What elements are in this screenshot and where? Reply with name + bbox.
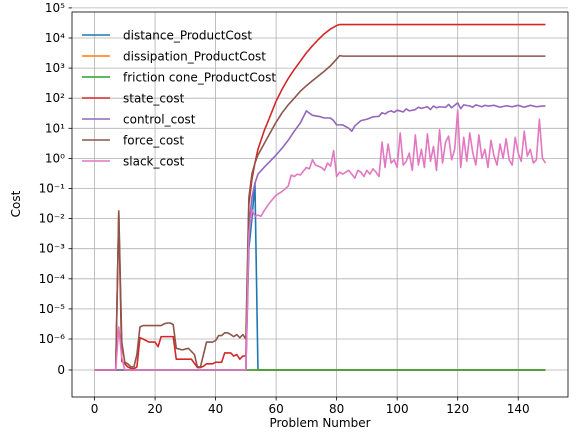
y-tick-label: 10¹ (45, 121, 65, 135)
y-tick-label: 10⁻⁵ (39, 302, 66, 316)
y-tick-label: 10⁵ (45, 1, 65, 15)
y-tick-label: 10⁰ (45, 151, 65, 165)
y-axis-label: Cost (9, 190, 23, 217)
y-tick-label: 10⁻² (39, 212, 66, 226)
series-line-control-cost (94, 102, 546, 371)
x-axis: 0 20 40 60 80 100 120 140 (91, 397, 530, 416)
legend: distance_ProductCost dissipation_ProductC… (82, 29, 276, 169)
series-line-state-cost (94, 23, 546, 371)
y-tick-label: 10² (45, 91, 65, 105)
legend-label-state-cost: state_cost (123, 92, 185, 106)
series-line-force-cost (94, 54, 546, 371)
x-tick-label: 120 (446, 402, 469, 416)
y-tick-label: 0 (57, 363, 65, 377)
x-tick-label: 140 (507, 402, 530, 416)
x-tick-label: 20 (147, 402, 162, 416)
plot-frame (71, 11, 569, 398)
legend-label-friction-cone-productcost: friction cone_ProductCost (123, 71, 276, 85)
grid (72, 7, 568, 397)
x-tick-label: 80 (329, 402, 344, 416)
x-tick-label: 100 (386, 402, 409, 416)
y-tick-label: 10³ (45, 61, 65, 75)
series-line-slack-cost (94, 109, 547, 371)
x-tick-label: 60 (268, 402, 283, 416)
legend-label-control-cost: control_cost (123, 113, 196, 127)
y-tick-label: 10⁻⁴ (39, 272, 66, 286)
legend-label-slack-cost: slack_cost (123, 155, 185, 169)
series-lines (94, 23, 547, 371)
series-line-distance-productcost (94, 182, 546, 371)
y-tick-label: 10⁻⁶ (39, 332, 66, 346)
legend-label-dissipation-productcost: dissipation_ProductCost (123, 50, 266, 64)
y-tick-label: 10⁻¹ (39, 182, 66, 196)
y-axis: 0 10⁻⁶ 10⁻⁵ 10⁻⁴ 10⁻³ 10⁻² 10⁻¹ 10⁰ 10¹ 10² 10³ 10⁴… (39, 1, 72, 377)
x-tick-label: 40 (208, 402, 223, 416)
legend-label-distance-productcost: distance_ProductCost (123, 29, 252, 43)
y-tick-label: 10⁻³ (39, 242, 66, 256)
x-tick-label: 0 (91, 402, 99, 416)
x-axis-label: Problem Number (269, 416, 370, 430)
legend-label-force-cost: force_cost (123, 134, 184, 148)
y-tick-label: 10⁴ (45, 31, 65, 45)
